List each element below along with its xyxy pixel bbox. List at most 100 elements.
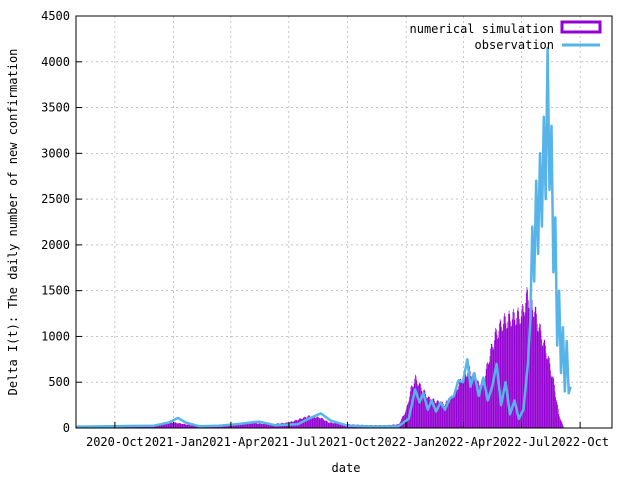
simulation-bar: [339, 423, 340, 428]
simulation-bar: [302, 418, 303, 428]
simulation-bar: [446, 400, 448, 428]
simulation-bar: [406, 408, 407, 428]
simulation-bar: [310, 417, 312, 428]
simulation-bar: [552, 376, 553, 428]
simulation-bar: [474, 384, 476, 428]
simulation-bar: [270, 424, 272, 428]
simulation-bar: [266, 424, 268, 428]
simulation-bar: [457, 389, 459, 428]
simulation-bar: [422, 392, 423, 428]
simulation-bar: [235, 423, 237, 428]
simulation-bar: [515, 324, 517, 428]
x-tick-label: 2021-Jan: [145, 435, 203, 449]
y-tick-label: 2500: [41, 192, 70, 206]
simulation-bar: [252, 423, 254, 428]
simulation-bar: [562, 424, 563, 428]
simulation-bar: [271, 424, 272, 428]
simulation-bar: [193, 425, 195, 428]
simulation-bar: [161, 423, 163, 428]
simulation-bar: [318, 418, 320, 428]
simulation-bar: [485, 375, 486, 428]
simulation-bar: [460, 378, 462, 428]
simulation-bar: [342, 424, 344, 428]
simulation-bar: [450, 398, 451, 428]
simulation-bar: [496, 334, 498, 428]
simulation-bar: [469, 366, 470, 428]
simulation-bar: [155, 425, 157, 428]
simulation-bar: [508, 313, 509, 428]
simulation-bar: [458, 386, 460, 428]
simulation-bar: [513, 312, 515, 428]
simulation-bar: [520, 323, 521, 428]
simulation-bar: [190, 425, 191, 428]
simulation-bar: [321, 417, 323, 428]
simulation-bar: [332, 423, 334, 428]
simulation-bar: [413, 386, 414, 428]
simulation-bar: [418, 383, 420, 428]
simulation-bar: [525, 302, 527, 428]
simulation-bar: [189, 425, 191, 428]
simulation-bar: [184, 423, 186, 428]
simulation-bar: [326, 420, 328, 428]
simulation-bar: [561, 421, 562, 428]
simulation-bar: [538, 327, 540, 428]
simulation-bar: [475, 385, 477, 428]
simulation-bar: [476, 380, 478, 428]
simulation-bar: [492, 349, 494, 428]
simulation-bar: [432, 399, 433, 428]
simulation-bar: [306, 417, 308, 428]
simulation-bar: [188, 424, 189, 428]
simulation-bar: [554, 384, 555, 428]
simulation-bar: [520, 316, 522, 428]
simulation-bar: [331, 422, 333, 428]
simulation-bar: [438, 400, 439, 428]
simulation-bar: [167, 423, 169, 428]
y-tick-label: 4000: [41, 55, 70, 69]
simulation-bar: [450, 395, 452, 428]
simulation-bar: [433, 398, 435, 428]
simulation-bar: [192, 425, 194, 428]
simulation-bar: [493, 347, 495, 428]
simulation-bar: [510, 326, 512, 428]
simulation-bar: [459, 381, 460, 428]
simulation-bar: [184, 424, 186, 428]
simulation-bar: [466, 376, 468, 428]
simulation-bar: [560, 419, 562, 428]
simulation-bar: [529, 301, 531, 428]
simulation-bar: [537, 330, 539, 428]
simulation-bar: [483, 384, 485, 428]
simulation-bar: [162, 423, 163, 428]
simulation-bar: [255, 422, 257, 428]
simulation-bar: [553, 378, 555, 428]
simulation-bar: [429, 399, 431, 428]
simulation-bar: [239, 423, 241, 428]
simulation-bar: [521, 309, 523, 428]
simulation-bar: [507, 321, 509, 428]
simulation-bar: [231, 423, 233, 428]
observation-line: [75, 46, 572, 428]
simulation-bar: [459, 379, 461, 428]
simulation-bar: [339, 423, 341, 428]
simulation-bar: [542, 346, 544, 428]
simulation-bar: [465, 374, 467, 428]
simulation-bar: [245, 422, 247, 428]
simulation-bar: [262, 424, 263, 428]
simulation-bar: [504, 313, 505, 428]
simulation-bar: [546, 359, 548, 428]
simulation-bar: [341, 423, 342, 428]
simulation-bar: [536, 313, 537, 428]
simulation-bar: [424, 390, 426, 428]
simulation-bar: [169, 423, 170, 428]
simulation-bar: [546, 358, 548, 428]
simulation-bar: [336, 423, 337, 428]
simulation-bar: [193, 425, 194, 428]
y-tick-label: 3500: [41, 101, 70, 115]
simulation-bar: [418, 385, 419, 428]
simulation-bar: [329, 422, 331, 428]
simulation-bar: [532, 309, 534, 428]
simulation-bar: [335, 422, 337, 428]
simulation-bar: [241, 422, 243, 428]
simulation-bar: [318, 417, 319, 428]
simulation-bar: [167, 423, 168, 428]
simulation-bar: [468, 365, 470, 428]
